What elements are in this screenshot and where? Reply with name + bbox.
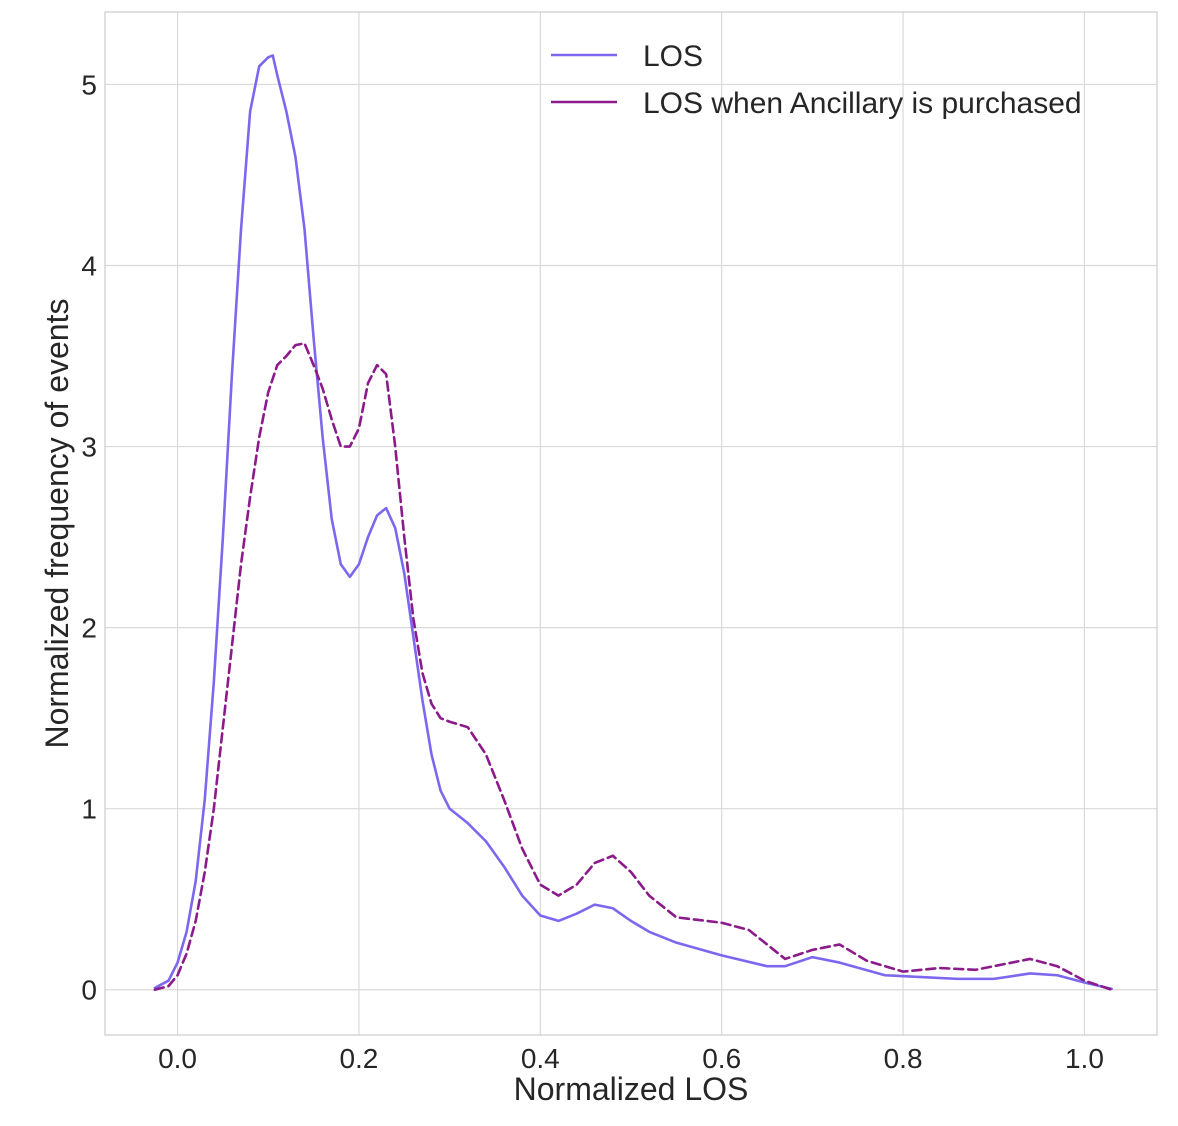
x-tick-label: 1.0 <box>1065 1043 1104 1074</box>
series-line-los-ancillary <box>153 342 1113 992</box>
y-tick-label: 0 <box>81 975 97 1006</box>
series-layer <box>153 54 1113 992</box>
series-line-los <box>153 54 1113 991</box>
y-tick-label: 5 <box>81 69 97 100</box>
x-tick-label: 0.6 <box>702 1043 741 1074</box>
grid <box>105 12 1157 1035</box>
x-tick-label: 0.4 <box>521 1043 560 1074</box>
y-tick-label: 2 <box>81 613 97 644</box>
plot-area-frame <box>104 11 1158 1036</box>
y-tick-label: 3 <box>81 432 97 463</box>
x-tick-label: 0.2 <box>339 1043 378 1074</box>
x-tick-label: 0.0 <box>158 1043 197 1074</box>
y-axis-label: Normalized frequency of events <box>39 299 75 749</box>
y-axis-ticks: 0 1 2 3 4 5 <box>81 69 97 1005</box>
legend-label: LOS when Ancillary is purchased <box>643 87 1082 120</box>
legend: LOS LOS when Ancillary is purchased <box>551 40 1082 120</box>
x-axis-label: Normalized LOS <box>514 1071 749 1107</box>
x-tick-label: 0.8 <box>884 1043 923 1074</box>
legend-label: LOS <box>643 40 703 73</box>
x-axis-ticks: 0.0 0.2 0.4 0.6 0.8 1.0 <box>158 1043 1104 1074</box>
y-tick-label: 4 <box>81 250 97 281</box>
y-tick-label: 1 <box>81 794 97 825</box>
